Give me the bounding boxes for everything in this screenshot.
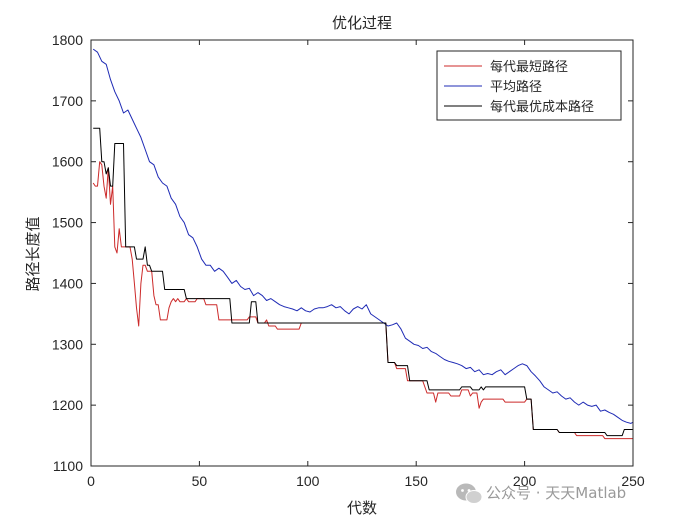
legend-label-2: 每代最优成本路径 <box>490 99 594 115</box>
axes: 0 50 100 150 200 250 1100 1200 1300 1400 1500 1600 1… <box>52 32 645 489</box>
y-tick-label-5: 1600 <box>52 154 83 170</box>
chart-title: 优化过程 <box>332 14 392 32</box>
x-axis-title: 代数 <box>347 499 377 517</box>
x-tick-label-1: 50 <box>192 473 208 489</box>
y-tick-label-2: 1300 <box>52 336 83 352</box>
x-tick-label-3: 150 <box>405 473 429 489</box>
x-tick-label-5: 250 <box>621 473 645 489</box>
x-tick-label-0: 0 <box>87 473 95 489</box>
legend-label-0: 每代最短路径 <box>490 59 568 75</box>
watermark: 公众号 · 天天Matlab <box>456 483 626 504</box>
y-tick-label-6: 1700 <box>52 93 83 109</box>
y-tick-label-1: 1200 <box>52 397 83 413</box>
watermark-text: 公众号 · 天天Matlab <box>486 484 626 502</box>
x-tick-label-2: 100 <box>296 473 320 489</box>
y-tick-label-4: 1500 <box>52 215 83 231</box>
plot-area <box>92 48 634 440</box>
y-tick-label-7: 1800 <box>52 32 83 48</box>
y-axis-title: 路径长度值 <box>24 216 42 291</box>
y-tick-label-3: 1400 <box>52 275 83 291</box>
x-tick-label-4: 200 <box>513 473 537 489</box>
wechat-icon <box>456 483 483 504</box>
axes-box <box>90 39 634 467</box>
series-line-0 <box>92 161 633 440</box>
series-line-1 <box>92 48 634 424</box>
y-tick-label-0: 1100 <box>53 458 83 474</box>
legend-label-1: 平均路径 <box>490 79 542 95</box>
series-line-2 <box>93 127 633 437</box>
